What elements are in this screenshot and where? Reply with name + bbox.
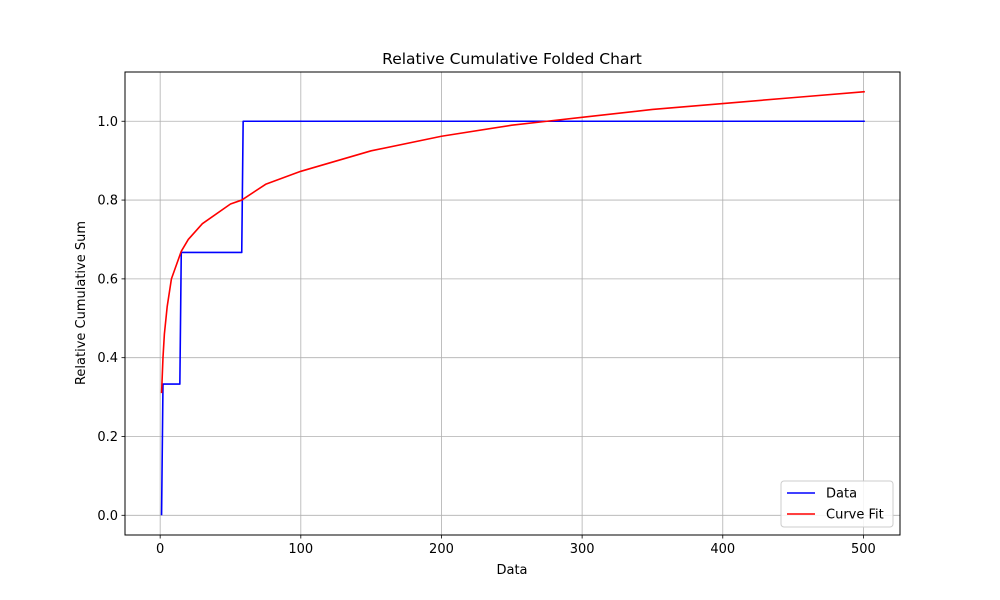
x-tick-label: 500 [851,542,876,557]
series-line-curve-fit [160,90,865,394]
grid [125,72,900,535]
y-tick-label: 1.0 [97,115,118,130]
y-tick-label: 0.2 [97,430,118,445]
x-tick-label: 100 [288,542,313,557]
series-layer [160,90,865,516]
legend: Data Curve Fit [780,480,894,528]
y-axis-label: Relative Cumulative Sum [74,221,89,385]
y-tick-label: 0.8 [97,194,118,209]
x-tick-label: 400 [710,542,735,557]
legend-label-data: Data [826,487,857,502]
chart-title: Relative Cumulative Folded Chart [382,50,642,68]
y-tick-label: 0.4 [97,351,118,366]
x-axis-label: Data [496,563,527,578]
x-tick-label: 300 [570,542,595,557]
x-tick-label: 200 [429,542,454,557]
y-axis: 0.0 0.2 0.4 0.6 0.8 1.0 [97,115,125,524]
legend-label-curve-fit: Curve Fit [826,508,884,523]
x-axis: 0 100 200 300 400 500 [156,535,876,557]
y-tick-label: 0.6 [97,272,118,287]
plot-frame [124,71,901,536]
y-tick-label: 0.0 [97,509,118,524]
x-tick-label: 0 [156,542,164,557]
